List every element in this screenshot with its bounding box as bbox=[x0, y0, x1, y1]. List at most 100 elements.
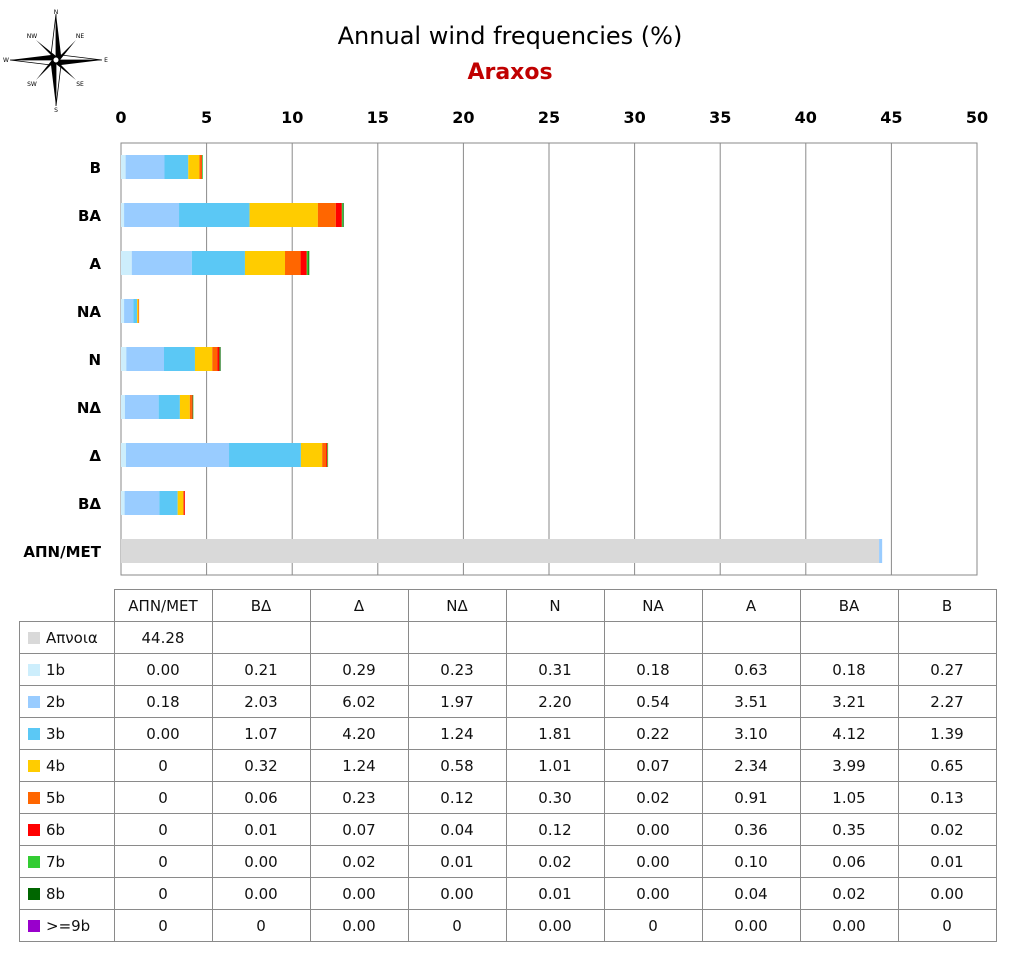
x-tick-label: 35 bbox=[709, 108, 731, 127]
table-cell: 0.35 bbox=[799, 813, 899, 846]
compass-nw: NW bbox=[27, 33, 37, 40]
x-tick-label: 20 bbox=[452, 108, 474, 127]
legend-entry: Απνοια bbox=[19, 621, 115, 654]
legend-entry: 8b bbox=[19, 877, 115, 910]
table-column-header: Δ bbox=[309, 589, 409, 622]
table-cell: 0.23 bbox=[407, 653, 507, 686]
table-cell bbox=[211, 621, 311, 654]
bar-segment bbox=[184, 491, 185, 515]
table-cell: 0 bbox=[113, 781, 213, 814]
bar-segment bbox=[163, 347, 195, 371]
table-cell: 1.05 bbox=[799, 781, 899, 814]
bar-segment bbox=[300, 251, 307, 275]
table-cell: 0.06 bbox=[211, 781, 311, 814]
table-cell: 2.03 bbox=[211, 685, 311, 718]
bar-segment bbox=[125, 443, 230, 467]
bar-segment bbox=[158, 395, 180, 419]
bar-segment bbox=[125, 155, 165, 179]
table-cell: 0.06 bbox=[799, 845, 899, 878]
table-cell: 0 bbox=[113, 749, 213, 782]
table-cell: 0 bbox=[113, 813, 213, 846]
table-cell: 0.02 bbox=[309, 845, 409, 878]
legend-label: 8b bbox=[46, 884, 66, 903]
table-cell: 0.00 bbox=[603, 813, 703, 846]
bar-segment bbox=[212, 347, 218, 371]
table-cell: 0 bbox=[407, 909, 507, 942]
table-cell: 0.07 bbox=[603, 749, 703, 782]
table-cell: 2.34 bbox=[701, 749, 801, 782]
table-cell: 0.22 bbox=[603, 717, 703, 750]
table-cell: 0 bbox=[603, 909, 703, 942]
compass-ne: NE bbox=[76, 33, 84, 40]
legend-entry: >=9b bbox=[19, 909, 115, 942]
table-cell: 0.00 bbox=[113, 717, 213, 750]
table-cell: 0.01 bbox=[211, 813, 311, 846]
table-cell: 0 bbox=[113, 909, 213, 942]
category-label: ΒΑ bbox=[78, 207, 101, 225]
table-cell: 0.29 bbox=[309, 653, 409, 686]
legend-entry: 5b bbox=[19, 781, 115, 814]
bar-segment bbox=[121, 203, 125, 227]
legend-entry: 6b bbox=[19, 813, 115, 846]
table-cell: 3.10 bbox=[701, 717, 801, 750]
table-header-row: ΑΠΝ/ΜΕΤ ΒΔ Δ ΝΔ Ν ΝΑ Α ΒΑ Β bbox=[19, 589, 997, 622]
legend-entry: 1b bbox=[19, 653, 115, 686]
compass-rose-icon: N NE E SE S SW W NW bbox=[3, 9, 108, 114]
table-cell: 0.31 bbox=[505, 653, 605, 686]
category-label: ΒΔ bbox=[78, 495, 101, 513]
bar-segment bbox=[189, 395, 192, 419]
bar-segment bbox=[121, 539, 880, 563]
bar-segment bbox=[201, 155, 203, 179]
table-cell: 0.00 bbox=[309, 909, 409, 942]
bar-segment bbox=[219, 347, 221, 371]
x-tick-label: 45 bbox=[880, 108, 902, 127]
table-cell: 0.04 bbox=[407, 813, 507, 846]
table-row: 6b 0 0.01 0.07 0.04 0.12 0.00 0.36 0.35 0.02 bbox=[19, 813, 997, 846]
legend-swatch bbox=[28, 791, 40, 804]
table-corner bbox=[19, 589, 115, 622]
table-cell: 0 bbox=[113, 845, 213, 878]
table-cell: 0.21 bbox=[211, 653, 311, 686]
legend-swatch bbox=[28, 759, 40, 772]
table-cell: 0.32 bbox=[211, 749, 311, 782]
bar-segment bbox=[317, 203, 336, 227]
x-tick-label: 25 bbox=[538, 108, 560, 127]
bar-segment bbox=[285, 251, 301, 275]
compass-s: S bbox=[54, 107, 58, 114]
table-cell: 0.10 bbox=[701, 845, 801, 878]
table-cell: 1.07 bbox=[211, 717, 311, 750]
table-cell: 2.20 bbox=[505, 685, 605, 718]
table-cell: 1.24 bbox=[309, 749, 409, 782]
legend-label: 7b bbox=[46, 852, 66, 871]
bar-segment bbox=[191, 395, 193, 419]
table-cell: 44.28 bbox=[113, 621, 213, 654]
table-cell: 2.27 bbox=[897, 685, 997, 718]
table-cell bbox=[701, 621, 801, 654]
bar-segment bbox=[138, 299, 140, 323]
bar-segment bbox=[159, 491, 178, 515]
table-cell bbox=[603, 621, 703, 654]
table-cell: 0.12 bbox=[505, 813, 605, 846]
bar-segment bbox=[229, 443, 301, 467]
legend-entry: 7b bbox=[19, 845, 115, 878]
bar-segment bbox=[300, 443, 323, 467]
x-tick-label: 15 bbox=[367, 108, 389, 127]
table-column-header: ΒΑ bbox=[799, 589, 899, 622]
table-cell: 0.00 bbox=[897, 877, 997, 910]
table-row: 4b 0 0.32 1.24 0.58 1.01 0.07 2.34 3.99 0.65 bbox=[19, 749, 997, 782]
bar-segment bbox=[217, 347, 220, 371]
table-column-header: ΑΠΝ/ΜΕΤ bbox=[113, 589, 213, 622]
table-cell: 6.02 bbox=[309, 685, 409, 718]
x-tick-label: 30 bbox=[623, 108, 645, 127]
table-column-header: Β bbox=[897, 589, 997, 622]
bar-segment bbox=[183, 491, 185, 515]
table-cell: 0.00 bbox=[701, 909, 801, 942]
table-row: 5b 0 0.06 0.23 0.12 0.30 0.02 0.91 1.05 0.13 bbox=[19, 781, 997, 814]
bar-segment bbox=[124, 299, 134, 323]
table-cell: 1.01 bbox=[505, 749, 605, 782]
table-column-header: ΝΑ bbox=[603, 589, 703, 622]
bar-segment bbox=[192, 395, 194, 419]
bar-segment bbox=[306, 251, 309, 275]
legend-swatch bbox=[28, 823, 40, 836]
legend-entry: 3b bbox=[19, 717, 115, 750]
